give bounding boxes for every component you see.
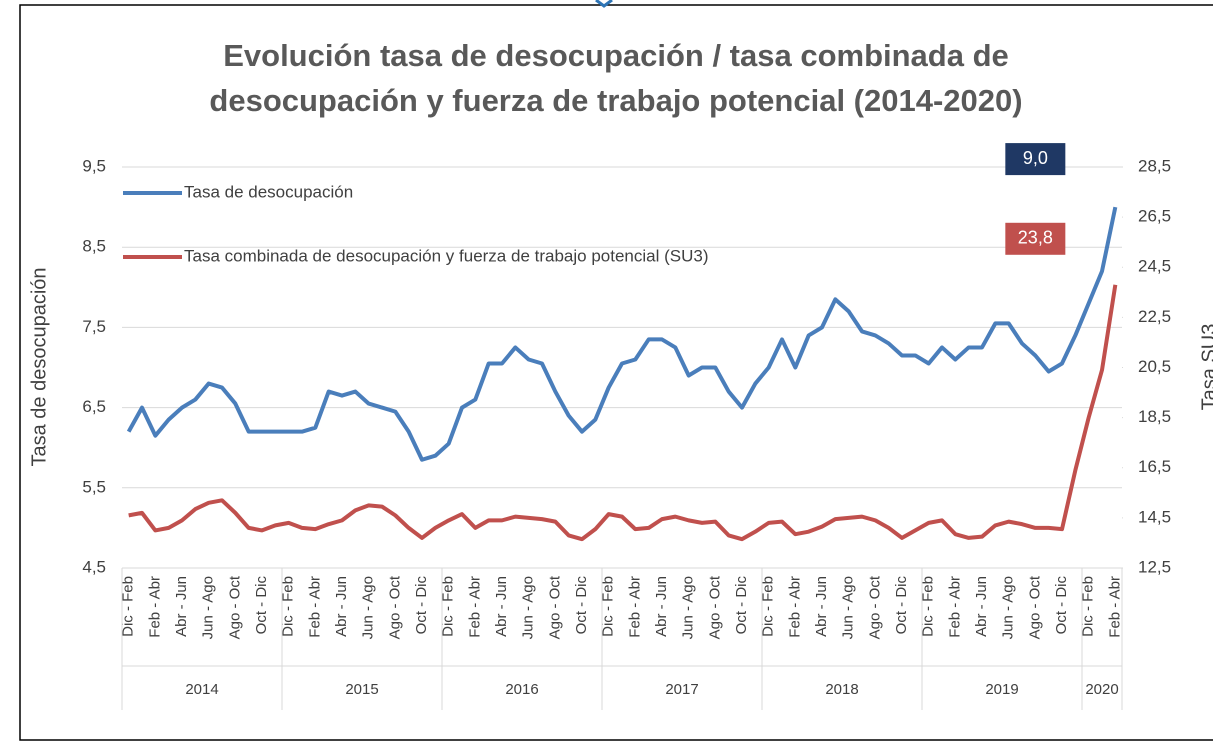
y2-tick-label: 22,5 [1138, 307, 1171, 326]
x-tick-label: Abr - Jun [653, 576, 670, 637]
top-icon [595, 0, 613, 8]
y-tick-label: 4,5 [82, 557, 106, 576]
x-tick-label: Oct - Dic [573, 576, 590, 635]
x-tick-label: Ago - Oct [866, 575, 883, 639]
x-tick-label: Feb - Abr [466, 576, 483, 638]
x-tick-label: Abr - Jun [493, 576, 510, 637]
x-tick-label: Abr - Jun [973, 576, 990, 637]
x-tick-label: Ago - Oct [226, 575, 243, 639]
y-tick-label: 7,5 [82, 317, 106, 336]
line-series [126, 206, 1118, 462]
chart-title: desocupación y fuerza de trabajo potenci… [209, 83, 1022, 118]
x-tick-label: Jun - Ago [840, 576, 857, 639]
y-tick-label: 9,5 [82, 156, 106, 175]
y2-tick-label: 16,5 [1138, 457, 1171, 476]
data-label: 9,0 [1023, 148, 1048, 168]
x-tick-label: Abr - Jun [173, 576, 190, 637]
legend-label: Tasa de desocupación [184, 182, 353, 201]
group-label: 2017 [665, 681, 698, 698]
y2-tick-label: 18,5 [1138, 407, 1171, 426]
x-tick-label: Feb - Abr [946, 576, 963, 638]
y2-tick-label: 26,5 [1138, 207, 1171, 226]
y2-tick-label: 20,5 [1138, 357, 1171, 376]
y2-tick-label: 12,5 [1138, 557, 1171, 576]
group-label: 2014 [185, 681, 218, 698]
x-tick-label: Abr - Jun [813, 576, 830, 637]
y-tick-label: 8,5 [82, 237, 106, 256]
x-tick-label: Jun - Ago [200, 576, 217, 639]
x-tick-label: Jun - Ago [680, 576, 697, 639]
x-tick-label: Jun - Ago [520, 576, 537, 639]
group-label: 2020 [1085, 681, 1118, 698]
data-label: 23,8 [1018, 228, 1053, 248]
x-tick-label: Feb - Abr [1106, 576, 1123, 638]
y-axis-title: Tasa de desocupación [28, 267, 50, 466]
x-tick-label: Ago - Oct [1026, 575, 1043, 639]
x-tick-label: Feb - Abr [306, 576, 323, 638]
x-tick-label: Feb - Abr [786, 576, 803, 638]
x-tick-label: Oct - Dic [253, 576, 270, 635]
y2-axis-title: Tasa SU3 [1198, 324, 1213, 411]
y2-tick-label: 28,5 [1138, 156, 1171, 175]
y2-tick-label: 24,5 [1138, 257, 1171, 276]
x-tick-label: Oct - Dic [413, 576, 430, 635]
y2-tick-label: 14,5 [1138, 507, 1171, 526]
x-tick-label: Oct - Dic [733, 576, 750, 635]
x-tick-label: Abr - Jun [333, 576, 350, 637]
x-tick-label: Dic - Feb [920, 576, 937, 637]
x-tick-label: Ago - Oct [546, 575, 563, 639]
x-tick-label: Jun - Ago [360, 576, 377, 639]
data-label-box [1005, 143, 1066, 176]
x-tick-label: Dic - Feb [1080, 576, 1097, 637]
x-tick-label: Ago - Oct [706, 575, 723, 639]
x-tick-label: Feb - Abr [626, 576, 643, 638]
x-tick-label: Feb - Abr [146, 576, 163, 638]
x-tick-label: Dic - Feb [600, 576, 617, 637]
x-tick-label: Dic - Feb [120, 576, 137, 637]
group-label: 2019 [985, 681, 1018, 698]
group-label: 2018 [825, 681, 858, 698]
line-series [128, 284, 1118, 542]
legend-label: Tasa combinada de desocupación y fuerza … [184, 246, 709, 265]
x-tick-label: Dic - Feb [280, 576, 297, 637]
x-tick-label: Ago - Oct [386, 575, 403, 639]
x-tick-label: Jun - Ago [1000, 576, 1017, 639]
y-tick-label: 5,5 [82, 477, 106, 496]
x-tick-label: Dic - Feb [760, 576, 777, 637]
x-tick-label: Dic - Feb [440, 576, 457, 637]
x-tick-label: Oct - Dic [1053, 576, 1070, 635]
group-label: 2015 [345, 681, 378, 698]
data-label-box [1005, 222, 1066, 255]
x-tick-label: Oct - Dic [893, 576, 910, 635]
group-label: 2016 [505, 681, 538, 698]
y-tick-label: 6,5 [82, 397, 106, 416]
chart-title: Evolución tasa de desocupación / tasa co… [223, 38, 1009, 73]
